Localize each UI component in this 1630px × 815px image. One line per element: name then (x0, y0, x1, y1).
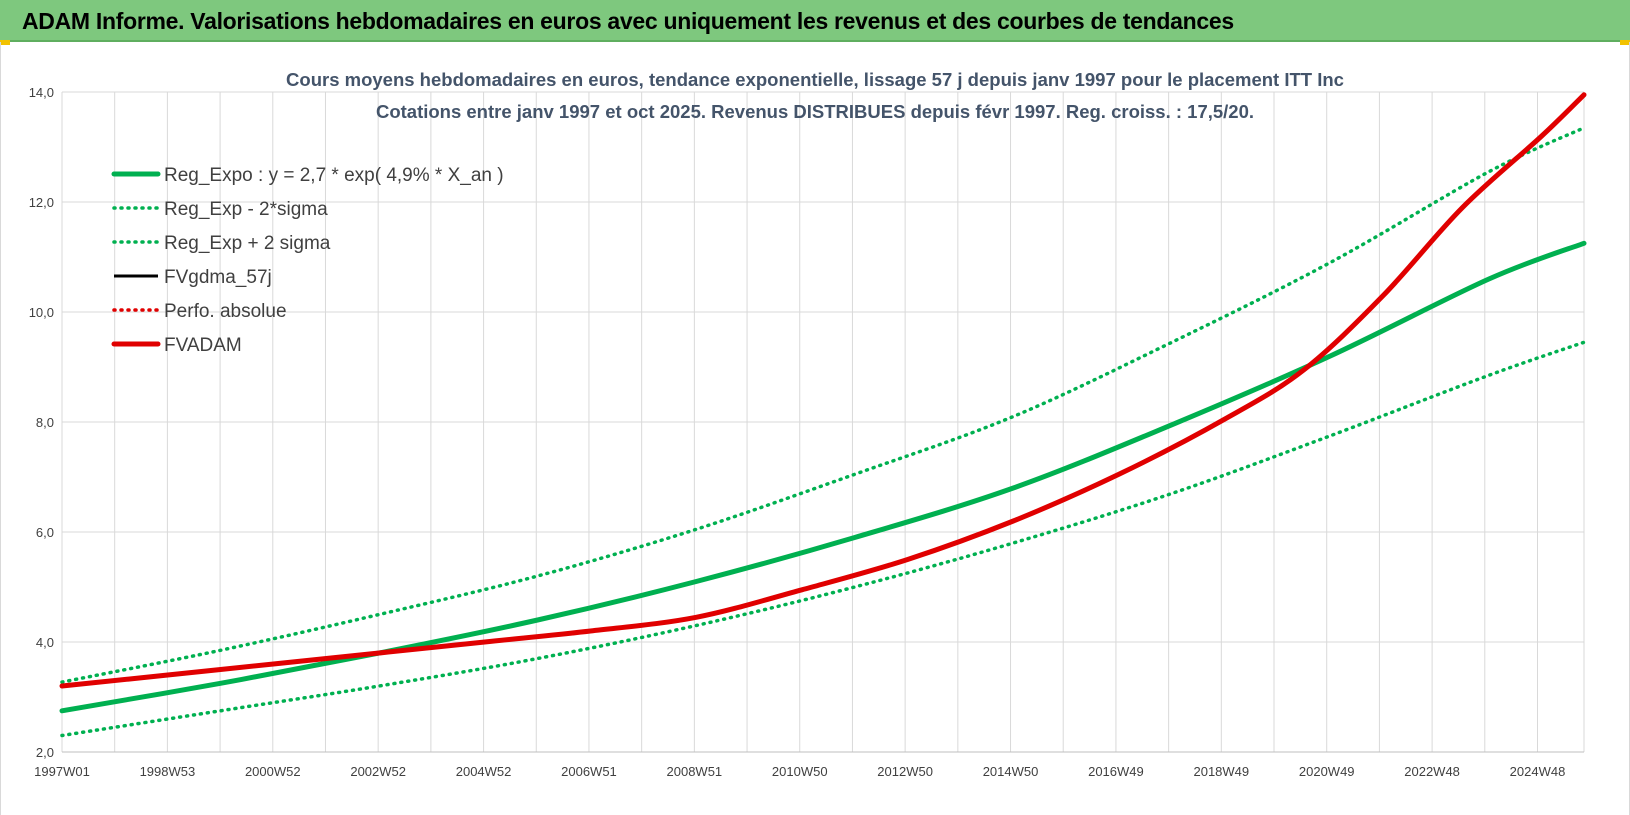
legend-label: Perfo. absolue (164, 301, 287, 322)
y-tick-label: 14,0 (29, 85, 54, 100)
x-tick-label: 2022W48 (1404, 764, 1460, 779)
y-tick-label: 12,0 (29, 195, 54, 210)
chart-subtitle: Cotations entre janv 1997 et oct 2025. R… (376, 101, 1254, 122)
banner-title: ADAM Informe. Valorisations hebdomadaire… (22, 8, 1234, 34)
corner-marker (0, 40, 10, 45)
series-line-4 (60, 93, 1586, 688)
y-tick-label: 6,0 (36, 525, 54, 540)
x-tick-label: 2004W52 (456, 764, 512, 779)
legend-label: Reg_Exp + 2 sigma (164, 233, 331, 254)
x-tick-label: 2018W49 (1193, 764, 1249, 779)
y-tick-label: 2,0 (36, 745, 54, 760)
x-tick-label: 2008W51 (667, 764, 723, 779)
y-tick-label: 4,0 (36, 635, 54, 650)
x-tick-label: 2014W50 (983, 764, 1039, 779)
legend-label: FVgdma_57j (164, 267, 272, 288)
header-banner: ADAM Informe. Valorisations hebdomadaire… (0, 0, 1630, 42)
series-line-2 (60, 126, 1586, 684)
legend: Reg_Expo : y = 2,7 * exp( 4,9% * X_an ) R… (111, 165, 504, 356)
x-tick-label: 1998W53 (140, 764, 196, 779)
series-lines (59, 92, 1587, 738)
series-line-0 (59, 240, 1587, 714)
x-tick-label: 2002W52 (350, 764, 406, 779)
y-tick-label: 10,0 (29, 305, 54, 320)
x-tick-label: 2016W49 (1088, 764, 1144, 779)
chart-title: Cours moyens hebdomadaires en euros, ten… (286, 69, 1344, 90)
x-tick-label: 1997W01 (34, 764, 90, 779)
x-tick-label: 2006W51 (561, 764, 617, 779)
x-tick-label: 2012W50 (877, 764, 933, 779)
legend-label: FVADAM (164, 335, 242, 356)
series-line-1 (60, 340, 1586, 738)
x-tick-label: 2000W52 (245, 764, 301, 779)
corner-marker (1620, 40, 1630, 45)
y-tick-label: 8,0 (36, 415, 54, 430)
x-tick-labels: 1997W01 1998W53 2000W52 2002W52 2004W52 2006W… (34, 764, 1565, 779)
y-tick-labels: 2,0 4,0 6,0 8,0 10,0 12,0 14,0 (29, 85, 54, 760)
x-tick-label: 2020W49 (1299, 764, 1355, 779)
x-tick-label: 2024W48 (1510, 764, 1566, 779)
x-tick-label: 2010W50 (772, 764, 828, 779)
legend-label: Reg_Exp - 2*sigma (164, 199, 328, 220)
legend-label: Reg_Expo : y = 2,7 * exp( 4,9% * X_an ) (164, 165, 504, 186)
grid-lines (61, 91, 1585, 753)
